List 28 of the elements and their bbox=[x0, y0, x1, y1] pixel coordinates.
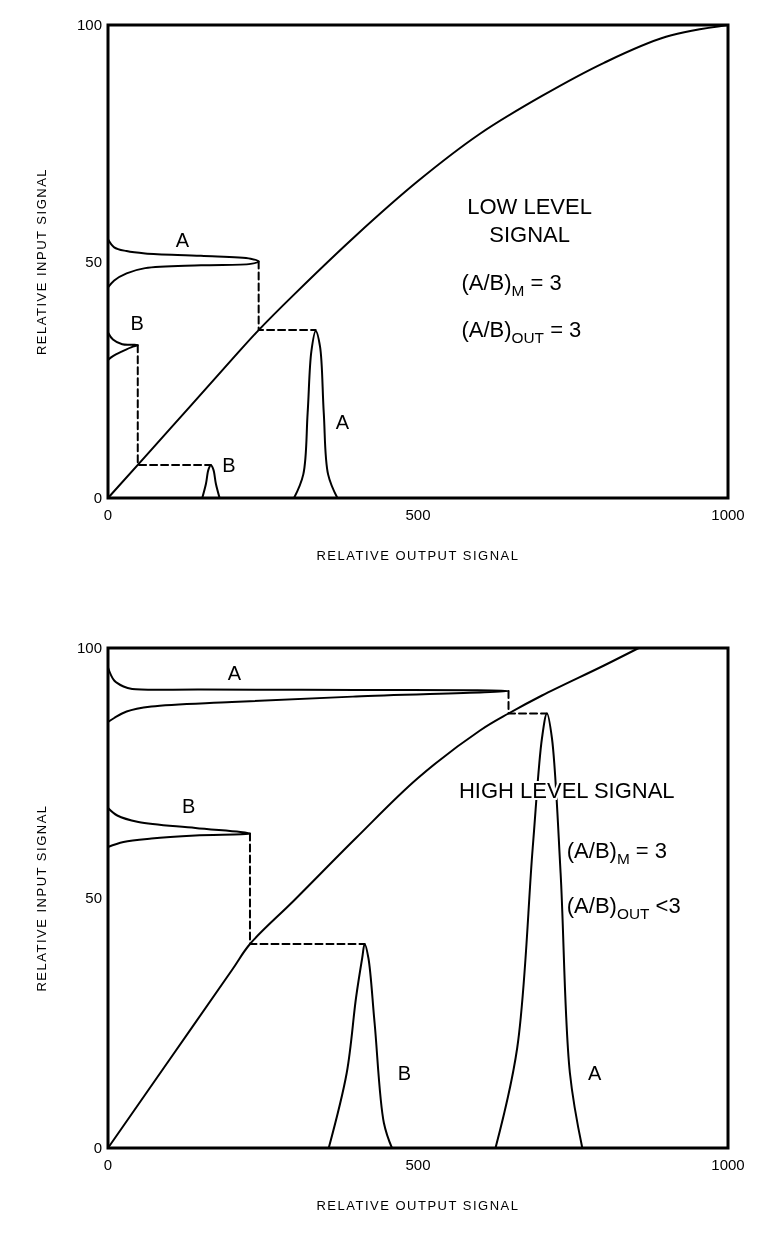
annotation: B bbox=[222, 453, 236, 476]
x-tick-label: 1000 bbox=[711, 1156, 745, 1173]
x-tick-label: 500 bbox=[405, 1156, 431, 1173]
annotation: (A/B)$_{M}$ = 3 bbox=[461, 269, 562, 299]
y-tick-label: 0 bbox=[93, 1139, 102, 1157]
annotation: A bbox=[335, 411, 350, 434]
annotation: A bbox=[588, 1062, 603, 1084]
line-series bbox=[107, 24, 729, 499]
x-tick-label: 1000 bbox=[711, 506, 745, 523]
annotation: (A/B)$_{M}$ = 3 bbox=[566, 838, 668, 867]
annotation: (A/B)$_{OUT}$ = 3 bbox=[461, 317, 582, 347]
y-tick-label: 0 bbox=[93, 489, 102, 507]
y-tick-label: 100 bbox=[76, 639, 102, 657]
y-axis-title: RELATIVE INPUT SIGNAL bbox=[34, 167, 49, 356]
annotation: B bbox=[181, 794, 196, 817]
y-axis-title: RELATIVE INPUT SIGNAL bbox=[34, 804, 49, 992]
y-tick-label: 50 bbox=[85, 889, 102, 907]
annotation: A bbox=[227, 662, 242, 684]
x-tick-label: 500 bbox=[405, 506, 431, 523]
annotation: A bbox=[175, 229, 190, 252]
x-axis-title: RELATIVE OUTPUT SIGNAL bbox=[316, 548, 520, 563]
y-tick-label: 50 bbox=[85, 252, 102, 270]
x-axis-title: RELATIVE OUTPUT SIGNAL bbox=[316, 1198, 520, 1213]
annotation: B bbox=[130, 311, 144, 334]
annotation: (A/B)$_{OUT}$ <3 bbox=[566, 893, 681, 922]
annotation: LOW LEVEL SIGNAL bbox=[467, 194, 592, 247]
y-tick-label: 100 bbox=[76, 16, 102, 34]
annotation: B bbox=[397, 1062, 412, 1084]
